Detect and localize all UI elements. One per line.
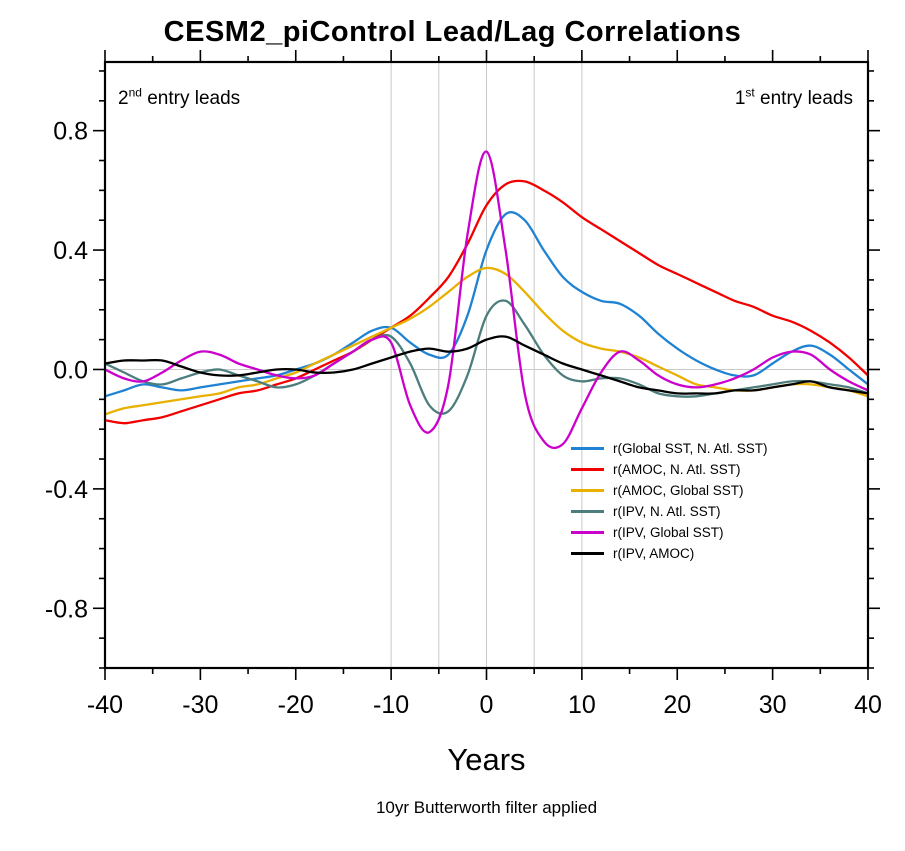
y-tick-label: 0.0 bbox=[53, 356, 88, 384]
x-tick-label: -10 bbox=[373, 691, 409, 719]
x-tick-label: 30 bbox=[759, 691, 787, 719]
legend-swatch bbox=[571, 531, 604, 534]
x-tick-label: 0 bbox=[480, 691, 494, 719]
x-axis-label: Years bbox=[447, 742, 526, 777]
y-tick-label: -0.4 bbox=[45, 476, 88, 504]
annotation-right-num: 1 bbox=[734, 88, 746, 109]
legend-item: r(Global SST, N. Atl. SST) bbox=[571, 438, 768, 459]
annotation-left-rest: entry leads bbox=[141, 88, 241, 109]
legend: r(Global SST, N. Atl. SST) r(AMOC, N. Atl… bbox=[571, 438, 768, 564]
series-line bbox=[105, 150, 868, 449]
annotation-right-lead: 1st entry leads bbox=[734, 85, 853, 110]
annotation-left-sup: nd bbox=[128, 85, 142, 100]
series-line bbox=[105, 179, 868, 425]
annotation-right-sup: st bbox=[745, 85, 755, 100]
x-tick-label: 10 bbox=[568, 691, 596, 719]
legend-label: r(AMOC, N. Atl. SST) bbox=[613, 462, 741, 477]
legend-swatch bbox=[571, 552, 604, 555]
y-tick-label: 0.4 bbox=[53, 237, 88, 265]
legend-swatch bbox=[571, 468, 604, 471]
legend-label: r(IPV, N. Atl. SST) bbox=[613, 504, 721, 519]
legend-swatch bbox=[571, 489, 604, 492]
chart-title: CESM2_piControl Lead/Lag Correlations bbox=[163, 16, 742, 48]
series-line bbox=[105, 335, 868, 395]
x-tick-label: -40 bbox=[87, 691, 123, 719]
legend-item: r(AMOC, Global SST) bbox=[571, 480, 768, 501]
annotation-left-lead: 2nd entry leads bbox=[118, 85, 241, 110]
chart-subtitle: 10yr Butterworth filter applied bbox=[375, 798, 598, 817]
legend-swatch bbox=[571, 510, 604, 513]
y-tick-label: 0.8 bbox=[53, 118, 88, 146]
legend-item: r(AMOC, N. Atl. SST) bbox=[571, 459, 768, 480]
legend-label: r(Global SST, N. Atl. SST) bbox=[613, 441, 768, 456]
x-tick-label: 20 bbox=[663, 691, 691, 719]
x-tick-label: -20 bbox=[278, 691, 314, 719]
x-tick-label: 40 bbox=[854, 691, 882, 719]
legend-label: r(AMOC, Global SST) bbox=[613, 483, 744, 498]
legend-swatch bbox=[571, 447, 604, 450]
legend-label: r(IPV, Global SST) bbox=[613, 525, 724, 540]
x-tick-label: -30 bbox=[182, 691, 218, 719]
legend-label: r(IPV, AMOC) bbox=[613, 546, 695, 561]
legend-item: r(IPV, N. Atl. SST) bbox=[571, 501, 768, 522]
legend-item: r(IPV, Global SST) bbox=[571, 522, 768, 543]
annotation-right-rest: entry leads bbox=[754, 88, 853, 109]
annotation-left-num: 2 bbox=[118, 88, 129, 109]
y-tick-label: -0.8 bbox=[45, 595, 88, 623]
legend-item: r(IPV, AMOC) bbox=[571, 543, 768, 564]
